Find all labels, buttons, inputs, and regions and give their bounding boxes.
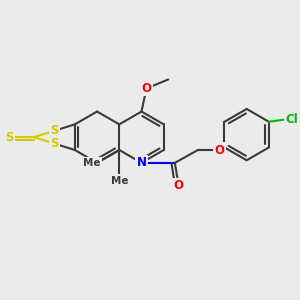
Text: O: O	[141, 82, 152, 95]
Text: Cl: Cl	[285, 113, 298, 126]
Text: N: N	[136, 156, 146, 169]
Text: Me: Me	[110, 176, 128, 186]
Text: S: S	[50, 124, 58, 137]
Text: O: O	[174, 179, 184, 192]
Text: S: S	[5, 131, 14, 144]
Text: Me: Me	[83, 158, 101, 168]
Text: O: O	[215, 143, 225, 157]
Text: S: S	[50, 137, 58, 150]
